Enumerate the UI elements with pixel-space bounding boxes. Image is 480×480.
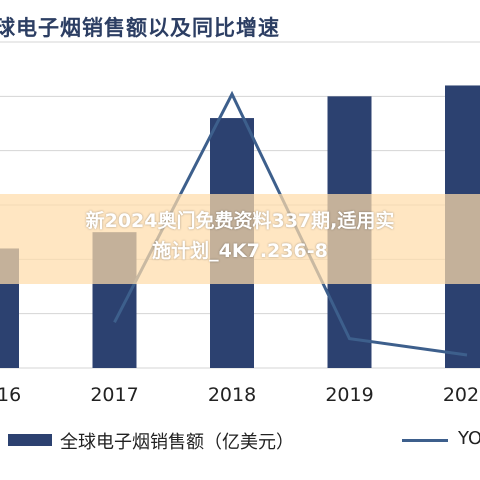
watermark-text: 新2024奥门免费资料337期,适用实 施计划_4K7.236-8: [0, 206, 480, 266]
watermark-banner: [0, 194, 480, 284]
x-axis-ticks: 2016 2017 2018 2019 2020: [0, 384, 480, 406]
legend-line-swatch: [402, 439, 448, 442]
legend-bar-swatch: [8, 434, 52, 446]
chart-title: 球电子烟销售额以及同比增速: [0, 16, 280, 40]
x-tick-2018: 2018: [208, 384, 256, 406]
x-tick-2020: 2020: [443, 384, 480, 406]
watermark-text-line2: 施计划_4K7.236-8: [152, 240, 328, 262]
watermark-text-line1: 新2024奥门免费资料337期,适用实: [85, 210, 395, 232]
legend-label-bar: 全球电子烟销售额（亿美元）: [60, 432, 294, 453]
legend: 全球电子烟销售额（亿美元） YO: [0, 424, 480, 456]
x-tick-2019: 2019: [325, 384, 373, 406]
x-tick-2017: 2017: [90, 384, 138, 406]
x-tick-2016: 2016: [0, 384, 21, 406]
legend-label-line: YO: [458, 428, 480, 449]
